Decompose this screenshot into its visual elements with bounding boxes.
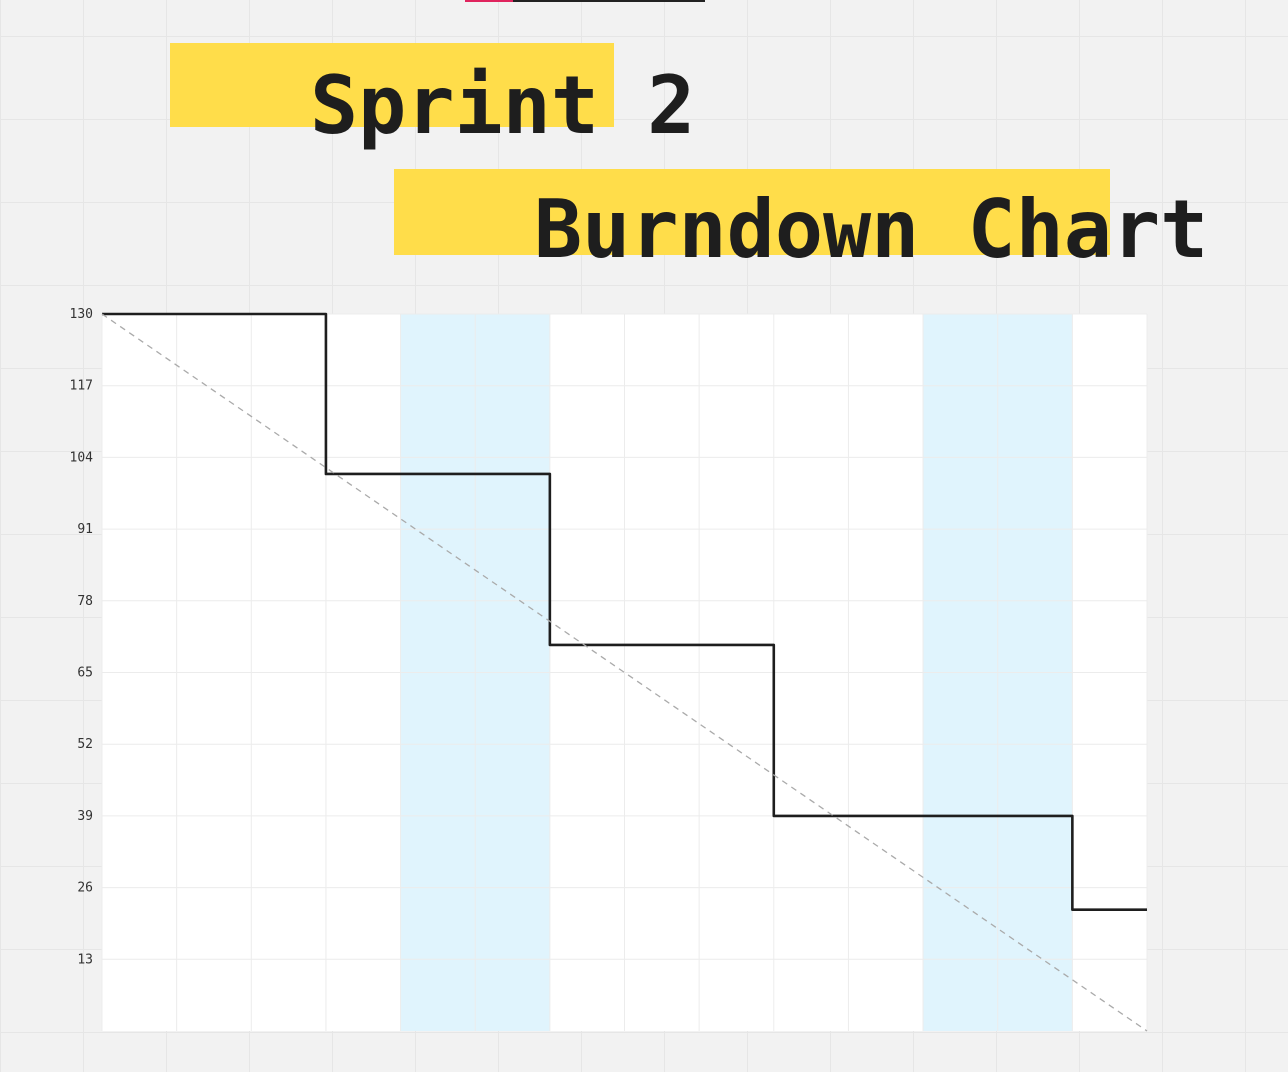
y-tick-label: 78 [77, 594, 93, 609]
top-tab-bar [465, 0, 705, 2]
title-highlight-2 [394, 169, 1110, 255]
y-tick-label: 91 [77, 522, 93, 537]
ideal-burndown-line [101, 313, 1148, 1032]
y-tick-label: 117 [70, 379, 93, 394]
top-tab-accent [465, 0, 513, 2]
y-tick-label: 39 [77, 809, 93, 824]
y-tick-label: 52 [77, 737, 93, 752]
y-tick-label: 13 [77, 952, 93, 967]
actual-burndown-line [102, 312, 1147, 911]
y-tick-label: 26 [77, 881, 93, 896]
y-tick-label: 65 [77, 666, 93, 681]
y-axis-ticks: 130 117 104 91 78 65 52 39 26 13 [70, 307, 94, 967]
title-highlight-1 [170, 43, 614, 127]
y-tick-label: 104 [70, 450, 94, 465]
chart-title-line-1: Sprint 2 [310, 59, 696, 152]
gridlines [101, 313, 1148, 1031]
series-lines [101, 312, 1148, 1032]
y-tick-label: 130 [70, 307, 93, 322]
chart-title-line-2: Burndown Chart [534, 183, 1209, 276]
